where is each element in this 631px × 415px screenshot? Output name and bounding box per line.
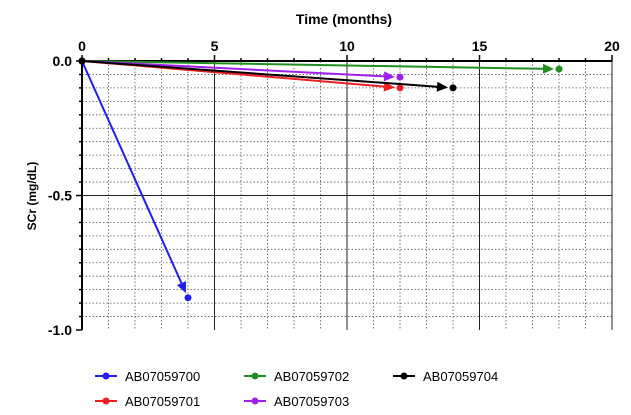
minor-grid [82,61,612,330]
y-tick-label: 0.0 [53,53,73,69]
x-tick-label: 5 [211,38,219,54]
legend-swatch-marker [102,372,110,380]
legend-label: AB07059704 [423,369,498,384]
legend-label: AB07059702 [274,369,349,384]
series-line [81,60,544,70]
legend-swatch-marker [251,372,259,380]
x-tick-label: 0 [78,38,86,54]
arrow-head [542,63,555,74]
data-point [396,73,404,81]
data-point [449,84,457,92]
x-tick-label: 10 [339,38,355,54]
arrow-head [383,71,396,82]
data-point [78,57,86,65]
arrow-head [176,281,187,294]
legend-label: AB07059701 [125,394,200,409]
legend-label: AB07059700 [125,369,200,384]
tick-labels: 0 5 10 15 20 0.0 -0.5 -1.0 [48,38,620,338]
x-tick-label: 15 [472,38,488,54]
x-tick-label: 20 [604,38,620,54]
legend-item-AB07059700: AB07059700 [95,369,200,384]
series-line [81,60,385,78]
y-tick-label: -1.0 [48,322,72,338]
legend-item-AB07059703: AB07059703 [244,394,349,409]
axes [76,55,613,331]
data-point [555,65,563,73]
y-tick-label: -0.5 [48,188,72,204]
series-AB07059702 [78,57,563,74]
series-line [81,60,438,88]
x-axis-title: Time (months) [296,11,392,27]
series-layer [78,57,563,302]
legend-item-AB07059701: AB07059701 [95,394,200,409]
data-point [184,294,192,302]
major-grid [82,61,613,330]
legend-item-AB07059702: AB07059702 [244,369,349,384]
legend-swatch-marker [400,372,408,380]
legend-swatch-marker [102,397,110,405]
legend-swatch-marker [251,397,259,405]
legend-label: AB07059703 [274,394,349,409]
legend-item-AB07059704: AB07059704 [393,369,498,384]
arrow-head [436,81,449,92]
y-axis-title: SCr (mg/dL) [25,162,39,231]
legend: AB07059700 AB07059702 AB07059704 AB07059701… [95,369,498,409]
series-AB07059704 [78,57,457,92]
series-line [81,60,183,284]
data-point [396,84,404,92]
